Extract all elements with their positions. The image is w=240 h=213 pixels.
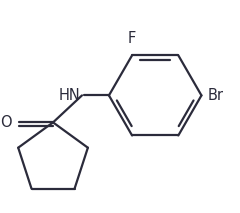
- Text: Br: Br: [207, 88, 223, 103]
- Text: O: O: [0, 115, 12, 130]
- Text: HN: HN: [58, 88, 80, 103]
- Text: F: F: [128, 31, 136, 46]
